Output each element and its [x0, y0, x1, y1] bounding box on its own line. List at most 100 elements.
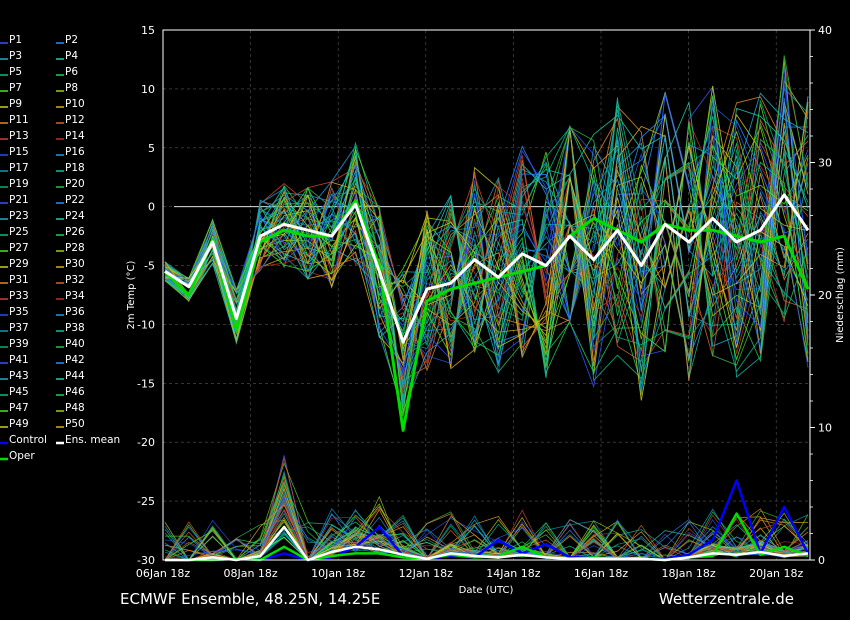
legend-entry: P26 — [65, 226, 85, 238]
y-tick-right: 10 — [818, 422, 832, 435]
member-temp-p47 — [164, 143, 809, 414]
legend-entry: P21 — [9, 194, 29, 206]
legend-entry: P8 — [65, 82, 78, 94]
legend-entry: Oper — [9, 450, 35, 462]
member-temp-p35 — [164, 104, 809, 368]
x-axis-label: Date (UTC) — [459, 585, 514, 596]
y-tick-left: 0 — [148, 201, 155, 214]
legend-entry: P45 — [9, 386, 29, 398]
legend-entry: P42 — [65, 354, 85, 366]
ens-mean-precip-line — [165, 525, 809, 562]
y-tick-right: 0 — [818, 554, 825, 567]
member-precip-p28 — [165, 458, 809, 561]
legend-entry: P7 — [9, 82, 22, 94]
x-tick: 08Jan 18z — [223, 567, 277, 580]
x-tick: 20Jan 18z — [749, 567, 803, 580]
legend-entry: Ens. mean — [65, 434, 120, 446]
legend-entry: P20 — [65, 178, 85, 190]
member-precip-p31 — [164, 508, 809, 561]
legend-entry: P41 — [9, 354, 29, 366]
member-temp-p8 — [164, 125, 809, 368]
member-temp-p41 — [164, 76, 809, 389]
y-tick-left: -20 — [137, 436, 155, 449]
y-tick-left: 15 — [141, 24, 155, 37]
member-precip-p23 — [164, 503, 809, 561]
member-temp-p30 — [164, 123, 809, 367]
legend-entry: P37 — [9, 322, 29, 334]
y-tick-right: 20 — [818, 289, 832, 302]
legend-entry: P44 — [65, 370, 85, 382]
y-tick-right: 40 — [818, 24, 832, 37]
legend-entry: P5 — [9, 66, 22, 78]
ens-mean-temp-line — [164, 193, 810, 344]
member-temp-p48 — [164, 130, 809, 362]
x-tick: 12Jan 18z — [399, 567, 453, 580]
legend-entry: P14 — [65, 130, 85, 142]
legend-entry: P10 — [65, 98, 85, 110]
legend-entry: P46 — [65, 386, 85, 398]
legend-entry: P47 — [9, 402, 29, 414]
member-temp-p37 — [164, 147, 809, 390]
member-temp-p12 — [164, 179, 809, 382]
y-tick-left: -15 — [137, 377, 155, 390]
y-tick-left: 10 — [141, 83, 155, 96]
member-precip-p42 — [164, 514, 809, 561]
legend-entry: P25 — [9, 226, 29, 238]
legend-entry: P18 — [65, 162, 85, 174]
legend-entry: P35 — [9, 306, 29, 318]
legend-entry: P16 — [65, 146, 85, 158]
y-tick-left: 5 — [148, 142, 155, 155]
legend-entry: P4 — [65, 50, 78, 62]
y-tick-left: -30 — [137, 554, 155, 567]
legend-entry: P6 — [65, 66, 78, 78]
legend: P1 P2 P3 P4 P5 P6 P7 P8 P9 P10 P11 P12 P13 P14 P15 P16 P… — [0, 34, 120, 462]
member-temp-p42 — [164, 97, 809, 351]
axis-ticks: 15 10 5 0 -5 -10 -15 -20 -25 -30 40 30 20 10 0 06Jan 18… — [136, 24, 832, 580]
x-tick: 10Jan 18z — [311, 567, 365, 580]
x-tick: 14Jan 18z — [486, 567, 540, 580]
x-tick: 18Jan 18z — [661, 567, 715, 580]
member-temp-p32 — [164, 118, 809, 380]
member-temp-p16 — [164, 105, 809, 412]
legend-entry: P28 — [65, 242, 85, 254]
legend-entry: P27 — [9, 242, 29, 254]
legend-entry: P50 — [65, 418, 85, 430]
legend-entry: P49 — [9, 418, 29, 430]
footer-site: Wetterzentrale.de — [659, 590, 794, 608]
legend-entry: P1 — [9, 34, 22, 46]
legend-entry: P48 — [65, 402, 85, 414]
legend-entry: P31 — [9, 274, 29, 286]
member-temp-p20 — [164, 121, 809, 354]
legend-entry: P19 — [9, 178, 29, 190]
x-tick: 16Jan 18z — [574, 567, 628, 580]
legend-entry: P29 — [9, 258, 29, 270]
legend-entry: P17 — [9, 162, 29, 174]
legend-entry: P43 — [9, 370, 29, 382]
legend-entry: P36 — [65, 306, 85, 318]
member-precip-p44 — [165, 487, 809, 561]
y-tick-left: -25 — [137, 495, 155, 508]
footer-source: ECMWF Ensemble, 48.25N, 14.25E — [120, 590, 380, 608]
legend-entry: P9 — [9, 98, 22, 110]
y-tick-left: -5 — [144, 260, 155, 273]
legend-entry: P32 — [65, 274, 85, 286]
x-tick: 06Jan 18z — [136, 567, 190, 580]
member-temp-p10 — [164, 125, 809, 368]
legend-entry: P3 — [9, 50, 22, 62]
member-temp-p33 — [164, 141, 809, 353]
y-axis-right-label: Niederschlag (mm) — [835, 247, 846, 343]
y-tick-right: 30 — [818, 157, 832, 170]
legend-entry: P12 — [65, 114, 85, 126]
legend-entry: P24 — [65, 210, 85, 222]
main-series — [163, 193, 810, 562]
chart-title: Linz (AT) 2m Temp & Niederschlag | Tue, … — [199, 3, 671, 22]
member-temp-p36 — [164, 143, 809, 408]
member-precip-p48 — [165, 502, 809, 561]
legend-entry: Control — [9, 434, 47, 446]
legend-entry: P23 — [9, 210, 29, 222]
ensemble-members — [164, 55, 809, 562]
legend-entry: P2 — [65, 34, 78, 46]
member-temp-p34 — [164, 165, 809, 393]
legend-entry: P15 — [9, 146, 29, 158]
